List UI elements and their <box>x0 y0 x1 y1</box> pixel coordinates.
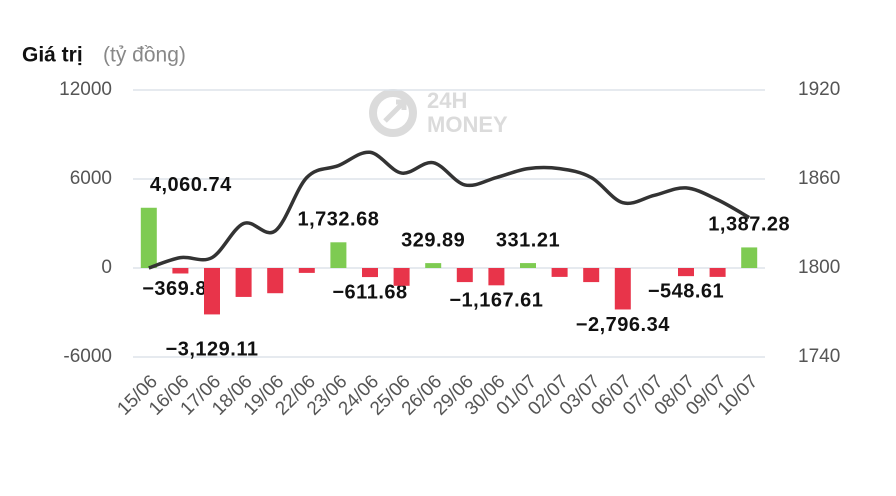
bar <box>298 268 315 273</box>
y2-tick-label: 1860 <box>798 168 840 189</box>
y-tick-label: 0 <box>101 257 112 278</box>
y-tick-label: 6000 <box>70 168 112 189</box>
data-label: 331.21 <box>496 229 560 251</box>
bar <box>709 268 726 277</box>
chart-title: Giá trị <box>22 44 83 67</box>
y2-tick-label: 1800 <box>798 257 840 278</box>
bar <box>583 268 600 283</box>
data-label: 4,060.74 <box>150 174 232 196</box>
bar <box>204 268 220 315</box>
bar <box>393 268 410 286</box>
bar <box>425 263 442 268</box>
bar <box>678 268 694 277</box>
chart-subtitle: (tỷ đồng) <box>103 44 186 67</box>
data-label: 1,387.28 <box>708 214 790 236</box>
data-label: 1,732.68 <box>297 209 379 231</box>
watermark-logo: 24H MONEY <box>369 88 508 137</box>
bar <box>614 268 631 310</box>
bar <box>741 247 758 268</box>
bar <box>235 268 252 297</box>
bar <box>488 268 505 286</box>
watermark-text: MONEY <box>427 112 508 137</box>
y-tick-label: 12000 <box>59 79 112 100</box>
bar <box>172 268 189 274</box>
bar <box>520 263 536 268</box>
y2-tick-label: 1920 <box>798 79 840 100</box>
watermark-text: 24H <box>427 88 467 113</box>
data-label: 329.89 <box>401 229 465 251</box>
data-label: −369.89 <box>142 278 218 300</box>
bar <box>140 207 157 268</box>
bar <box>330 242 347 268</box>
data-label: −3,129.11 <box>166 339 259 361</box>
bar <box>456 268 473 283</box>
y2-tick-label: 1740 <box>798 346 840 367</box>
bar <box>551 268 568 277</box>
data-label: −548.61 <box>648 280 724 302</box>
data-label: −1,167.61 <box>449 290 543 312</box>
data-label: −611.68 <box>332 281 407 303</box>
line <box>148 150 751 270</box>
bar <box>267 268 284 294</box>
y-tick-label: -6000 <box>63 346 112 367</box>
data-label: −2,796.34 <box>576 314 670 336</box>
bar <box>362 268 378 278</box>
